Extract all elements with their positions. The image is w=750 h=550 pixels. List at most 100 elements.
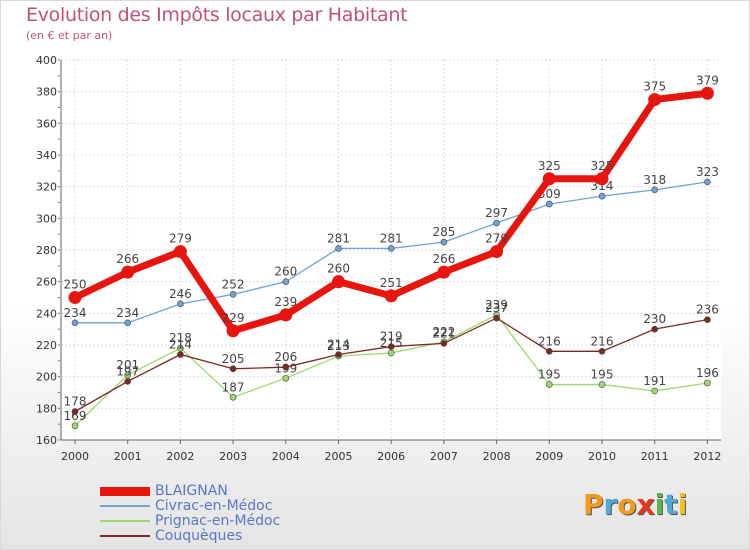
data-point-couqueques xyxy=(704,316,711,323)
legend-swatch-couqueques xyxy=(100,535,150,537)
data-point-civrac-en-medoc xyxy=(545,200,553,208)
logo-letter: i xyxy=(677,488,688,521)
y-tick-label: 340 xyxy=(36,149,57,162)
logo-letter: P xyxy=(583,488,604,521)
data-point-couqueques xyxy=(124,378,131,385)
data-label-blaignan: 279 xyxy=(169,232,192,246)
data-point-blaignan xyxy=(437,265,451,279)
logo-letter: t xyxy=(664,488,678,521)
proxiti-logo: Proxiti xyxy=(583,488,687,521)
data-point-prignac-en-medoc xyxy=(704,379,711,387)
data-point-civrac-en-medoc xyxy=(704,178,711,186)
x-tick-label: 2003 xyxy=(219,450,247,463)
data-point-civrac-en-medoc xyxy=(335,245,342,252)
legend-swatch-civrac-en-medoc xyxy=(100,505,150,507)
data-point-couqueques xyxy=(387,343,395,350)
legend-label-prignac-en-medoc: Prignac-en-Médoc xyxy=(155,513,281,529)
data-label-couqueques: 237 xyxy=(485,301,508,315)
x-tick-label: 2010 xyxy=(588,450,616,463)
data-label-prignac-en-medoc: 213 xyxy=(327,339,350,353)
data-point-civrac-en-medoc xyxy=(493,219,500,227)
legend-swatch-blaignan xyxy=(100,486,150,496)
data-label-blaignan: 229 xyxy=(222,311,245,325)
data-label-prignac-en-medoc: 239 xyxy=(485,298,508,312)
x-tick-label: 2007 xyxy=(430,450,458,463)
data-label-prignac-en-medoc: 195 xyxy=(591,368,614,382)
data-label-civrac-en-medoc: 285 xyxy=(432,225,455,239)
data-label-blaignan: 375 xyxy=(643,80,666,94)
data-label-blaignan: 279 xyxy=(485,232,508,246)
x-tick-label: 2005 xyxy=(325,450,353,463)
data-point-blaignan xyxy=(595,172,609,186)
data-point-civrac-en-medoc xyxy=(387,245,395,252)
legend-item-prignac-en-medoc: Prignac-en-Médoc xyxy=(100,514,280,529)
data-point-couqueques xyxy=(335,351,342,358)
y-tick-label: 260 xyxy=(36,276,57,289)
logo-letter: x xyxy=(636,488,655,521)
data-label-prignac-en-medoc: 201 xyxy=(116,358,139,372)
data-label-couqueques: 236 xyxy=(696,303,719,317)
data-label-blaignan: 266 xyxy=(116,252,139,266)
y-tick-label: 320 xyxy=(36,181,57,194)
chart-legend: BLAIGNAN Civrac-en-Médoc Prignac-en-Médoc C… xyxy=(100,484,280,544)
data-point-blaignan xyxy=(542,172,556,186)
data-label-prignac-en-medoc: 195 xyxy=(538,368,561,382)
data-point-civrac-en-medoc xyxy=(440,238,448,246)
data-point-prignac-en-medoc xyxy=(387,349,395,357)
legend-label-civrac-en-medoc: Civrac-en-Médoc xyxy=(155,498,273,514)
data-point-couqueques xyxy=(440,340,448,347)
data-point-blaignan xyxy=(121,265,135,279)
y-tick-label: 160 xyxy=(36,434,57,447)
data-point-blaignan xyxy=(68,291,82,304)
data-point-blaignan xyxy=(490,245,504,259)
x-tick-label: 2012 xyxy=(693,450,721,463)
data-point-prignac-en-medoc xyxy=(71,422,79,430)
data-label-blaignan: 325 xyxy=(591,159,614,173)
data-point-blaignan xyxy=(173,245,187,259)
y-tick-label: 240 xyxy=(36,307,57,320)
y-tick-label: 380 xyxy=(36,86,57,99)
data-label-civrac-en-medoc: 281 xyxy=(380,231,403,245)
data-point-prignac-en-medoc xyxy=(545,381,553,388)
data-point-prignac-en-medoc xyxy=(598,381,606,388)
data-label-couqueques: 205 xyxy=(222,352,245,366)
data-point-prignac-en-medoc xyxy=(651,387,659,395)
data-label-couqueques: 214 xyxy=(327,338,350,352)
data-point-prignac-en-medoc xyxy=(177,344,184,352)
data-label-couqueques: 230 xyxy=(643,312,666,326)
data-label-civrac-en-medoc: 246 xyxy=(169,287,192,301)
legend-swatch-prignac-en-medoc xyxy=(100,520,150,522)
data-label-prignac-en-medoc: 222 xyxy=(432,325,455,339)
data-label-couqueques: 206 xyxy=(274,350,297,364)
data-label-civrac-en-medoc: 323 xyxy=(696,165,719,179)
data-point-prignac-en-medoc xyxy=(229,393,237,401)
x-tick-label: 2001 xyxy=(114,450,142,463)
y-tick-label: 180 xyxy=(36,402,57,415)
logo-letter: i xyxy=(654,488,665,521)
y-tick-label: 280 xyxy=(36,244,57,257)
data-label-civrac-en-medoc: 314 xyxy=(591,179,614,193)
data-point-prignac-en-medoc xyxy=(282,374,290,382)
y-tick-label: 400 xyxy=(36,54,57,67)
logo-letter: r xyxy=(603,488,618,521)
data-label-civrac-en-medoc: 281 xyxy=(327,231,350,245)
chart-subtitle: (en € et par an) xyxy=(26,29,113,42)
data-label-couqueques: 216 xyxy=(591,334,614,348)
legend-item-couqueques: Couquèques xyxy=(100,529,280,544)
x-tick-label: 2004 xyxy=(272,450,300,463)
data-label-prignac-en-medoc: 218 xyxy=(169,331,192,345)
data-point-couqueques xyxy=(598,348,606,355)
data-point-blaignan xyxy=(226,324,240,338)
legend-item-blaignan: BLAIGNAN xyxy=(100,484,280,499)
data-label-prignac-en-medoc: 187 xyxy=(222,380,245,394)
data-label-civrac-en-medoc: 234 xyxy=(64,306,87,320)
data-label-blaignan: 260 xyxy=(327,262,350,276)
y-tick-label: 220 xyxy=(36,339,57,352)
data-point-civrac-en-medoc xyxy=(71,319,79,327)
data-point-civrac-en-medoc xyxy=(282,278,290,285)
data-label-blaignan: 266 xyxy=(432,252,455,266)
data-point-civrac-en-medoc xyxy=(598,192,606,200)
data-point-couqueques xyxy=(282,363,290,371)
data-point-blaignan xyxy=(648,93,662,107)
chart-title: Evolution des Impôts locaux par Habitant xyxy=(26,4,408,26)
